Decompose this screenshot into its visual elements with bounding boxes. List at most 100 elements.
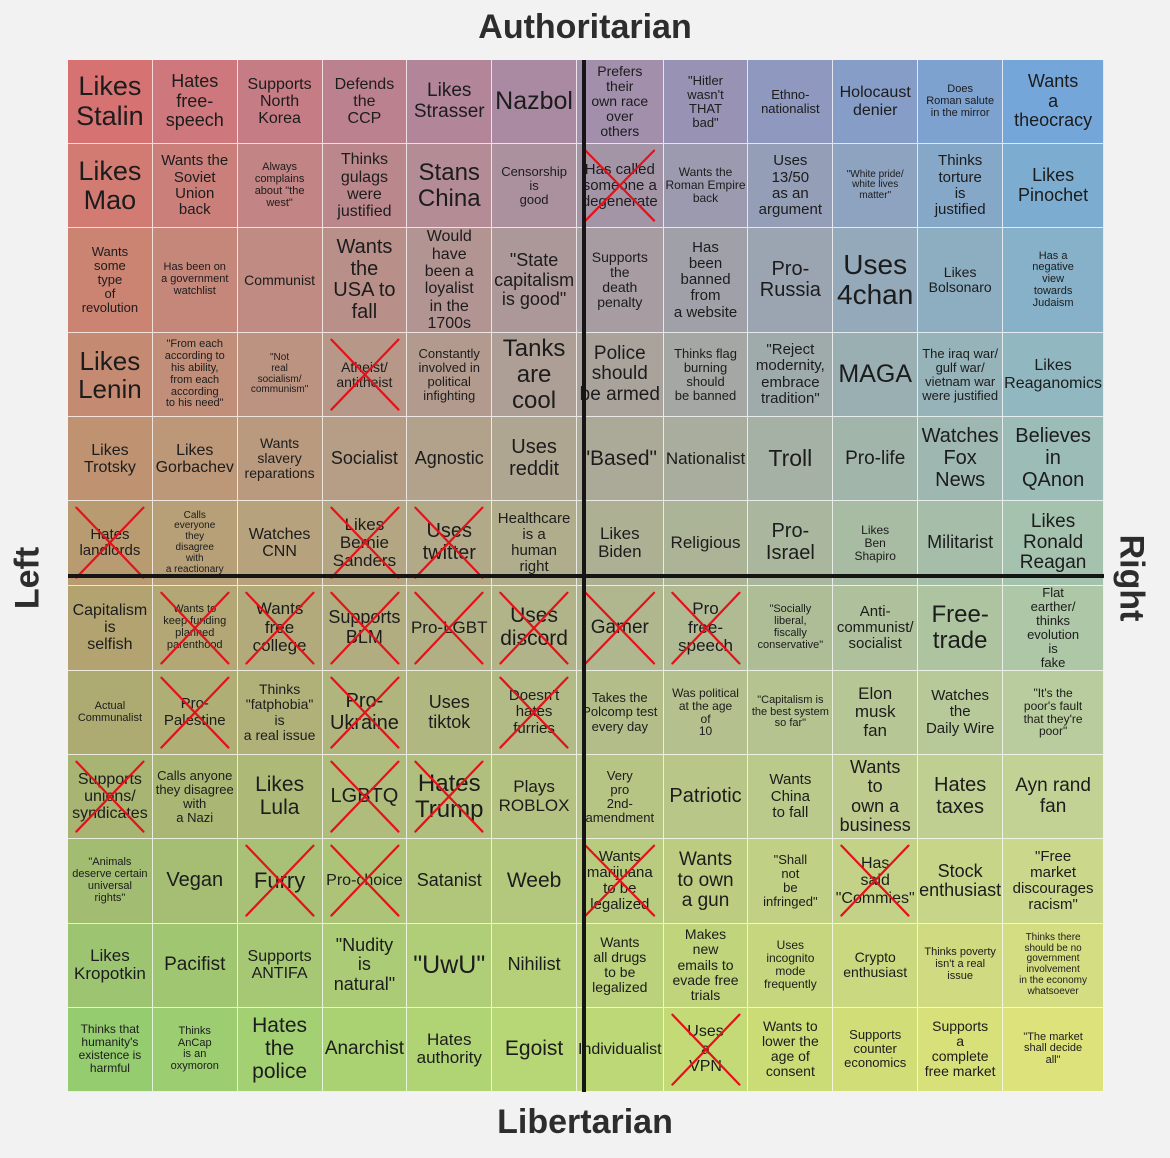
- compass-cell: Militarist: [918, 501, 1004, 586]
- compass-cell: Supports North Korea: [237, 60, 323, 145]
- compass-cell: Thinks gulags were justified: [322, 144, 408, 229]
- compass-cell-label: Pro-LGBT: [410, 617, 488, 637]
- compass-cell: Would have been a loyalist in the 1700s: [407, 228, 493, 334]
- compass-cell-label: Pro-life: [845, 447, 906, 469]
- compass-cell-label: Likes Gorbachev: [155, 441, 234, 476]
- compass-cell-label: Weeb: [506, 868, 562, 892]
- compass-cell-label: Hates landlords: [79, 525, 141, 560]
- compass-cell: Ayn rand fan: [1003, 755, 1104, 840]
- compass-cell: Nazbol: [492, 60, 577, 145]
- compass-cell-label: Very pro 2nd- amendment: [585, 767, 655, 825]
- compass-cell-label: Would have been a loyalist in the 1700s: [424, 228, 474, 332]
- compass-cell-label: Likes Biden: [598, 523, 642, 562]
- compass-cell-label: Uses a VPN: [687, 1023, 724, 1076]
- political-compass-grid: Likes Stalin Hates free-speech Supports No…: [68, 60, 1104, 1092]
- compass-cell: Wants free college: [237, 585, 323, 671]
- compass-cell: Likes Pinochet: [1003, 144, 1104, 229]
- compass-cell: Likes Ronald Reagan: [1003, 501, 1104, 586]
- compass-cell-label: Watches Fox News: [921, 425, 999, 491]
- compass-cell-label: Was political at the age of 10: [672, 685, 739, 739]
- compass-cell: Egoist: [492, 1007, 577, 1092]
- compass-cell: Uses a VPN: [663, 1007, 749, 1092]
- compass-cell: Defends the CCP: [322, 60, 408, 145]
- compass-cell: Watches the Daily Wire: [918, 670, 1004, 756]
- compass-cell: The iraq war/ gulf war/ vietnam war were…: [918, 333, 1004, 418]
- compass-cell: Vegan: [152, 839, 238, 924]
- compass-cell: Furry: [237, 839, 323, 924]
- compass-cell: Wants to lower the age of consent: [748, 1007, 834, 1092]
- compass-cell-label: Likes Lula: [255, 773, 305, 819]
- compass-cell: Atheist/ antitheist: [322, 333, 408, 418]
- compass-cell-label: "Hitler wasn't THAT bad": [687, 72, 724, 130]
- compass-cell: Anarchist: [322, 1007, 408, 1092]
- compass-cell-label: Thinks gulags were justified: [337, 151, 392, 221]
- compass-cell: Uses incognito mode frequently: [748, 923, 834, 1008]
- compass-cell: Wants to keep funding planned parenthood: [152, 585, 238, 671]
- compass-cell: Thinks poverty isn't a real issue: [918, 923, 1004, 1008]
- compass-cell-label: Tanks are cool: [502, 334, 566, 414]
- compass-cell-label: Wants marijuana to be legalized: [586, 847, 653, 914]
- compass-cell: Wants to own a business: [833, 755, 919, 840]
- compass-cell-label: Uses reddit: [509, 436, 560, 480]
- compass-cell: Likes Biden: [577, 501, 664, 586]
- compass-cell: "UwU": [407, 923, 493, 1008]
- compass-cell-label: Uses twitter: [422, 520, 476, 565]
- compass-cell: Was political at the age of 10: [663, 670, 749, 756]
- compass-cell-label: "State capitalism is good": [494, 250, 575, 309]
- compass-cell-label: Pro- Russia: [759, 257, 821, 302]
- compass-cell-label: Watches the Daily Wire: [925, 687, 995, 737]
- compass-cell-label: "Based": [582, 446, 658, 470]
- compass-cell: Has a negative view towards Judaism: [1003, 228, 1104, 334]
- compass-cell-label: Satanist: [416, 870, 482, 891]
- compass-cell: Has been banned from a website: [663, 228, 749, 334]
- compass-cell-label: Wants the USA to fall: [333, 236, 396, 323]
- compass-cell-label: Pro- Ukraine: [329, 689, 399, 734]
- compass-cell-label: LGBTQ: [330, 784, 399, 807]
- compass-cell-label: Has a negative view towards Judaism: [1032, 249, 1074, 310]
- compass-cell-label: Vegan: [166, 869, 224, 892]
- compass-cell: Thinks there should be no government inv…: [1003, 923, 1104, 1008]
- compass-cell-label: Supports a complete free market: [924, 1018, 996, 1080]
- compass-cell-label: Hates free-speech: [165, 71, 224, 131]
- compass-cell-label: Censorship is good: [501, 163, 567, 207]
- compass-cell-label: Actual Communalist: [77, 699, 142, 724]
- compass-cell-label: Thinks that humanity's existence is harm…: [78, 1022, 142, 1076]
- compass-cell: Pro- Ukraine: [322, 670, 408, 756]
- compass-cell-label: Watches CNN: [248, 525, 311, 561]
- compass-cell-label: Communist: [244, 271, 315, 288]
- compass-cell-label: Supports the death penalty: [591, 249, 648, 311]
- compass-cell-label: Hates taxes: [934, 774, 987, 818]
- compass-cell: Likes Ben Shapiro: [833, 501, 919, 586]
- compass-cell: Communist: [237, 228, 323, 334]
- compass-cell: Ethno- nationalist: [748, 60, 834, 145]
- compass-cell-label: "From each according to his ability, fro…: [164, 338, 225, 410]
- compass-cell-label: Agnostic: [414, 448, 484, 469]
- compass-cell: Supports BLM: [322, 585, 408, 671]
- compass-cell-label: "Nudity is natural": [333, 935, 396, 994]
- compass-cell-label: Likes Ben Shapiro: [854, 522, 896, 563]
- compass-cell: Likes Mao: [68, 144, 153, 229]
- compass-cell: Flat earther/ thinks evolution is fake: [1003, 585, 1104, 671]
- compass-cell-label: Stans China: [417, 158, 481, 212]
- axis-label-libertarian: Libertarian: [497, 1103, 673, 1141]
- compass-cell-label: Likes Lenin: [78, 345, 142, 404]
- compass-cell: Hates taxes: [918, 755, 1004, 840]
- compass-cell: Nihilist: [492, 923, 577, 1008]
- compass-cell: Wants a theocracy: [1003, 60, 1104, 145]
- compass-cell-label: Wants China to fall: [769, 771, 812, 821]
- compass-cell: "Shall not be infringed": [748, 839, 834, 924]
- compass-cell: Pro-choice: [322, 839, 408, 924]
- compass-cell: LGBTQ: [322, 755, 408, 840]
- compass-cell: Prefers their own race over others: [577, 60, 664, 145]
- compass-cell-label: Constantly involved in political infight…: [418, 345, 480, 403]
- compass-cell: Likes Strasser: [407, 60, 493, 145]
- compass-cell: Calls anyone they disagree with a Nazi: [152, 755, 238, 840]
- compass-cell-label: "Free market discourages racism": [1012, 847, 1094, 914]
- compass-cell: Thinks "fatphobia" is a real issue: [237, 670, 323, 756]
- compass-cell: Wants the Soviet Union back: [152, 144, 238, 229]
- compass-cell: Constantly involved in political infight…: [407, 333, 493, 418]
- compass-cell: "Capitalism is the best system so far": [748, 670, 834, 756]
- compass-cell-label: Supports counter economics: [844, 1027, 907, 1071]
- compass-cell-label: Troll: [768, 445, 813, 472]
- compass-cell: Wants the USA to fall: [322, 228, 408, 334]
